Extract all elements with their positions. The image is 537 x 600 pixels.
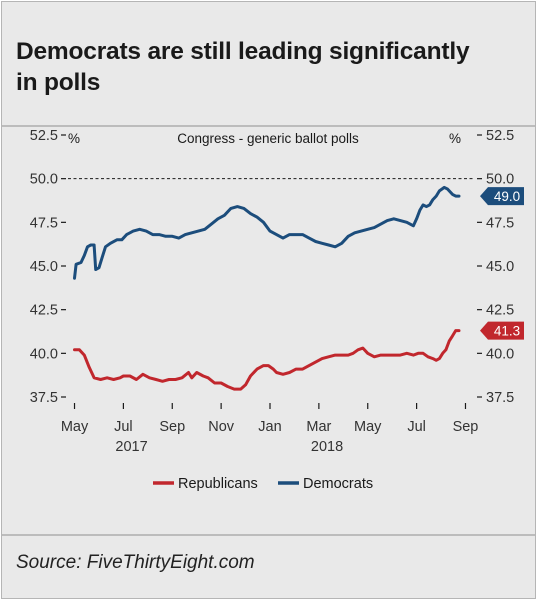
y-tick-label-right: 37.5 (486, 390, 514, 406)
bottom-divider (2, 534, 535, 536)
x-tick-label: May (61, 419, 89, 435)
end-label-value: 49.0 (494, 189, 520, 204)
y-tick-label-right: 40.0 (486, 346, 514, 362)
y-tick-label-right: 52.5 (486, 128, 514, 144)
y-tick-label-left: 37.5 (30, 390, 58, 406)
end-label-value: 41.3 (494, 324, 520, 339)
series-line-republicans (73, 329, 461, 391)
y-tick-label-left: 47.5 (30, 215, 58, 231)
chart-axes: 52.5 52.5 50.0 50.0 47.5 47.5 45.0 45.0 42.5 42.5… (30, 128, 514, 455)
y-tick-label-right: 45.0 (486, 259, 514, 275)
y-tick-label-left: 45.0 (30, 259, 58, 275)
x-tick-label: Nov (208, 419, 235, 435)
x-tick-label: Jan (258, 419, 281, 435)
y-tick-label-right: 42.5 (486, 303, 514, 319)
x-tick-label: Mar (306, 419, 331, 435)
x-tick-label: Sep (453, 419, 479, 435)
chart-title: Democrats are still leading significantl… (16, 38, 470, 96)
top-divider (2, 125, 535, 127)
y-unit-right: % (449, 131, 461, 146)
end-labels: 41.3 49.0 (480, 187, 524, 340)
y-tick-label-right: 50.0 (486, 172, 514, 188)
y-tick-label-left: 40.0 (30, 346, 58, 362)
x-tick-label: May (354, 419, 382, 435)
legend-label: Democrats (303, 476, 373, 492)
y-tick-label-left: 42.5 (30, 303, 58, 319)
x-tick-label: Jul (407, 419, 426, 435)
y-tick-label-left: 52.5 (30, 128, 58, 144)
series-line-democrats (73, 185, 461, 280)
x-tick-label: Jul (114, 419, 133, 435)
legend-label: Republicans (178, 476, 258, 492)
x-year-label: 2018 (311, 439, 343, 455)
x-tick-label: Sep (159, 419, 185, 435)
end-label-tag (480, 321, 524, 340)
y-tick-label-left: 50.0 (30, 172, 58, 188)
chart-subtitle: Congress - generic ballot polls (177, 131, 359, 146)
end-label-tag (480, 187, 524, 206)
source-note: Source: FiveThirtyEight.com (16, 552, 255, 573)
line-chart: 52.5 52.5 50.0 50.0 47.5 47.5 45.0 45.0 42.5 42.5… (30, 128, 524, 492)
x-year-label: 2017 (115, 439, 147, 455)
y-unit-left: % (68, 131, 80, 146)
series-layer (73, 185, 461, 391)
y-tick-label-right: 47.5 (486, 215, 514, 231)
legend: Republicans Democrats (153, 476, 373, 492)
